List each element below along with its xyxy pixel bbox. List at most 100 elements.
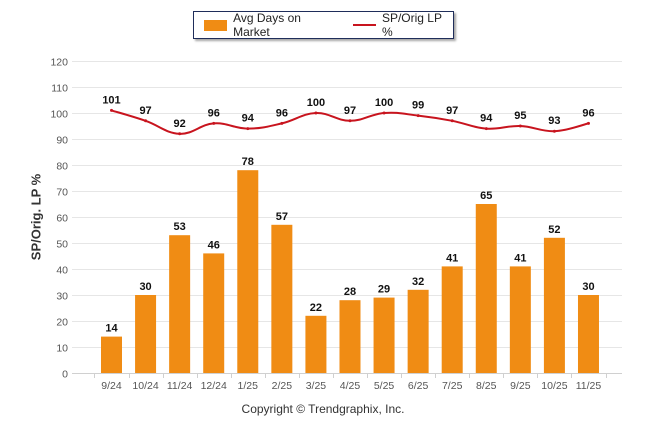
grid-lines [72, 61, 622, 374]
line-data-labels: 101 97 92 96 94 96 100 97 100 99 97 94 95 93 96 [102, 94, 594, 129]
bar-data-labels: 14 30 53 46 78 57 22 28 29 32 41 65 41 52 30 [105, 156, 594, 334]
line-data-label: 101 [102, 94, 120, 106]
x-tick-label: 6/25 [408, 380, 429, 392]
y-tick-label: 80 [56, 161, 68, 173]
bar-data-label: 53 [174, 221, 186, 233]
bar-data-label: 32 [412, 276, 424, 288]
line-point [450, 119, 454, 123]
bar-data-label: 41 [514, 252, 526, 264]
x-tick-label: 8/25 [476, 380, 497, 392]
line-point [314, 111, 318, 115]
bar [577, 295, 599, 373]
bar-series [101, 170, 599, 373]
line-data-label: 97 [446, 105, 458, 117]
x-tick-label: 7/25 [442, 380, 463, 392]
y-tick-label: 110 [51, 83, 68, 95]
line-point [552, 129, 556, 133]
bar-data-label: 29 [378, 284, 390, 296]
bar [305, 315, 327, 373]
y-tick-label: 50 [56, 239, 68, 251]
line-data-label: 97 [139, 105, 151, 117]
bar-data-label: 30 [582, 281, 594, 293]
legend-bar-label[interactable]: Avg Days on Market [233, 11, 301, 39]
bar-data-label: 65 [480, 190, 492, 202]
bar [135, 295, 157, 373]
x-tick-label: 11/25 [576, 380, 602, 392]
bar [509, 266, 531, 373]
y-tick-label: 20 [56, 317, 68, 329]
y-tick-label: 90 [56, 135, 68, 147]
bar [441, 266, 463, 373]
y-tick-label: 40 [56, 265, 68, 277]
bar [169, 235, 191, 373]
x-tick-label: 10/24 [132, 380, 158, 392]
bar [475, 204, 497, 373]
x-tick-label: 4/25 [340, 380, 361, 392]
legend-line-label[interactable]: SP/Orig LP % [381, 11, 442, 39]
y-tick-label: 120 [50, 57, 68, 69]
x-tick-label: 2/25 [272, 380, 293, 392]
x-axis-ticks: 9/24 10/24 11/24 12/24 1/25 2/25 3/25 4/25 5/25 6… [94, 373, 607, 392]
bar-data-label: 28 [344, 286, 356, 298]
bar-data-label: 30 [139, 281, 151, 293]
line-point [280, 121, 284, 125]
x-tick-label: 11/24 [167, 380, 193, 392]
bar [237, 170, 259, 373]
bar [271, 224, 293, 373]
line-data-label: 94 [242, 113, 255, 125]
bar-data-label: 52 [548, 224, 560, 236]
bar-data-label: 78 [242, 156, 254, 168]
line-series [110, 108, 590, 136]
y-tick-label: 70 [56, 187, 68, 199]
line-data-label: 93 [548, 115, 560, 127]
x-tick-label: 1/25 [238, 380, 259, 392]
legend-bar-swatch [204, 19, 228, 31]
copyright-text: Copyright © Trendgraphix, Inc. [241, 402, 405, 416]
line-point [348, 119, 352, 123]
line-data-label: 96 [276, 107, 288, 119]
line-data-label: 97 [344, 105, 356, 117]
y-tick-label: 60 [56, 213, 68, 225]
line-data-label: 100 [307, 97, 325, 109]
x-tick-label: 3/25 [306, 380, 327, 392]
line-point [416, 114, 420, 118]
x-tick-label: 10/25 [541, 380, 567, 392]
line-point [382, 111, 386, 115]
y-tick-label: 10 [56, 343, 68, 355]
line-point [246, 127, 250, 131]
y-tick-label: 100 [50, 109, 68, 121]
bar [339, 300, 361, 373]
y-axis-label: SP/Orig. LP % [28, 173, 44, 261]
bar-data-label: 14 [105, 323, 118, 335]
line-data-label: 94 [480, 113, 493, 125]
line-data-label: 96 [582, 107, 594, 119]
line-data-label: 96 [208, 107, 220, 119]
line-point [586, 121, 590, 125]
line-point [212, 121, 216, 125]
line-data-label: 95 [514, 110, 526, 122]
y-tick-label: 0 [62, 369, 68, 381]
bar [373, 297, 395, 373]
line-point [484, 127, 488, 131]
line-point [178, 132, 182, 136]
x-tick-label: 5/25 [374, 380, 395, 392]
legend: Avg Days on Market SP/Orig LP % [193, 11, 454, 39]
y-axis-ticks: 0 10 20 30 40 50 60 70 80 90 100 110 120 [50, 57, 68, 381]
line-point [144, 119, 148, 123]
legend-line-swatch [352, 24, 376, 26]
bar-data-label: 57 [276, 211, 288, 223]
bar [203, 253, 225, 373]
line-point [110, 108, 113, 112]
y-tick-label: 30 [56, 291, 68, 303]
line-data-label: 99 [412, 100, 424, 112]
x-tick-label: 9/24 [101, 380, 122, 392]
line-data-label: 100 [375, 97, 393, 109]
x-tick-label: 12/24 [201, 380, 227, 392]
bar-data-label: 22 [310, 302, 322, 314]
bar-data-label: 46 [208, 239, 220, 251]
line-point [518, 124, 522, 128]
bar [543, 237, 565, 373]
bar [407, 289, 429, 373]
bar-data-label: 41 [446, 252, 458, 264]
